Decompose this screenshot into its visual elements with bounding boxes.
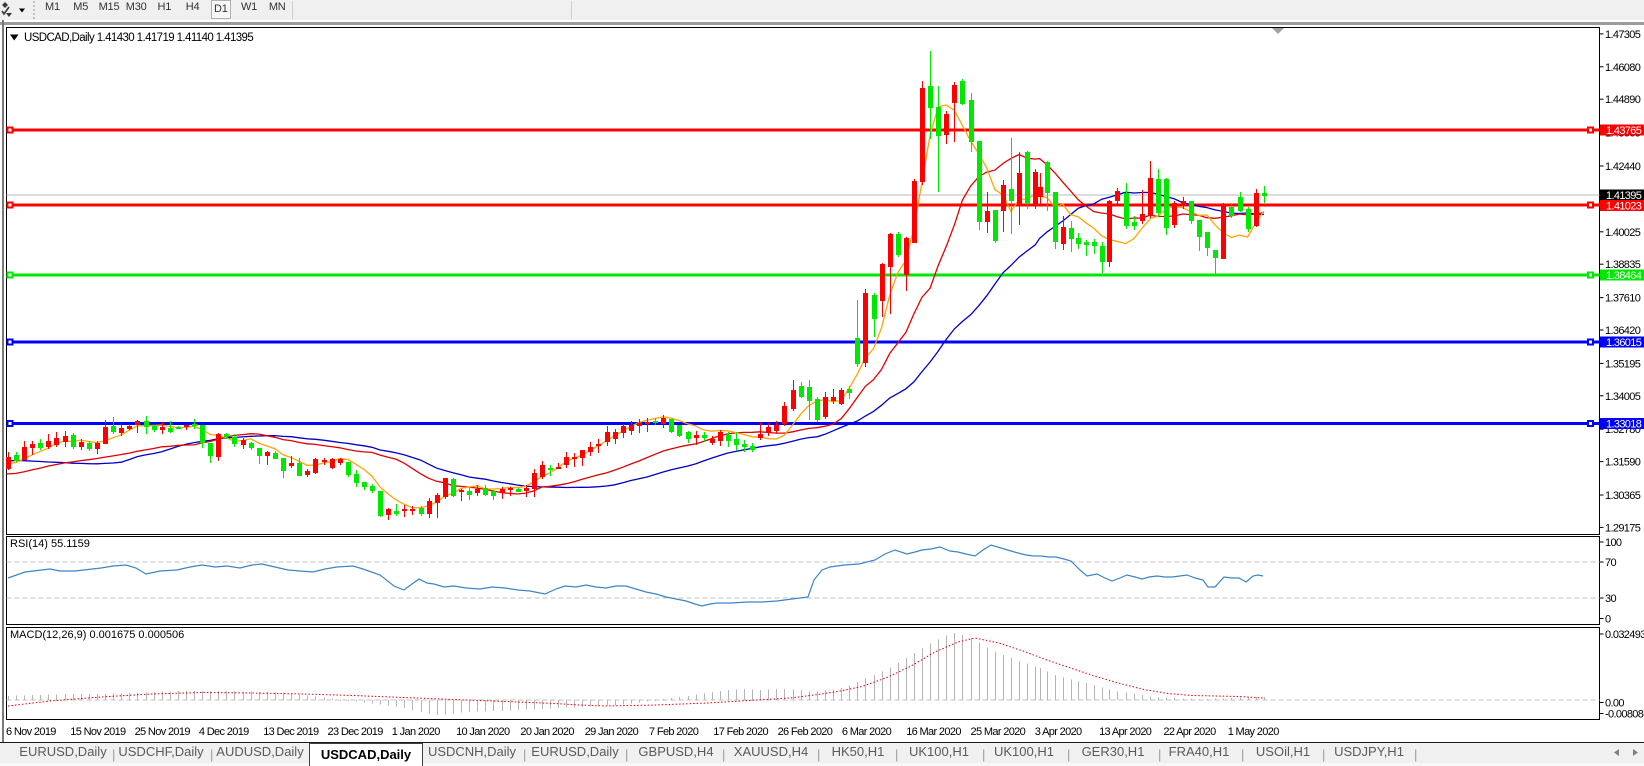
svg-text:1.37610: 1.37610 [1605, 293, 1641, 305]
svg-text:1.38464: 1.38464 [1606, 270, 1642, 282]
svg-text:3 Apr 2020: 3 Apr 2020 [1035, 726, 1082, 738]
svg-text:1.34005: 1.34005 [1605, 391, 1641, 403]
svg-text:70: 70 [1605, 557, 1616, 569]
svg-text:1.33018: 1.33018 [1606, 419, 1642, 431]
svg-text:7 Feb 2020: 7 Feb 2020 [649, 726, 699, 738]
svg-text:4 Dec 2019: 4 Dec 2019 [199, 726, 249, 738]
svg-text:29 Jan 2020: 29 Jan 2020 [585, 726, 639, 738]
svg-text:25 Nov 2019: 25 Nov 2019 [135, 726, 191, 738]
svg-text:0: 0 [1605, 614, 1611, 626]
svg-text:25 Mar 2020: 25 Mar 2020 [971, 726, 1026, 738]
svg-text:1.30365: 1.30365 [1605, 490, 1641, 502]
svg-text:1.35195: 1.35195 [1605, 358, 1641, 370]
svg-text:0.00: 0.00 [1605, 698, 1624, 710]
svg-text:1.36420: 1.36420 [1605, 325, 1641, 337]
svg-text:1.29175: 1.29175 [1605, 522, 1641, 534]
svg-text:1 Jan 2020: 1 Jan 2020 [392, 726, 440, 738]
svg-text:10 Jan 2020: 10 Jan 2020 [456, 726, 510, 738]
svg-text:1.36015: 1.36015 [1606, 337, 1642, 349]
svg-text:23 Dec 2019: 23 Dec 2019 [328, 726, 384, 738]
svg-text:1.42440: 1.42440 [1605, 161, 1641, 173]
svg-text:1 May 2020: 1 May 2020 [1228, 726, 1280, 738]
svg-text:100: 100 [1605, 537, 1622, 549]
svg-text:26 Feb 2020: 26 Feb 2020 [778, 726, 833, 738]
svg-text:6 Mar 2020: 6 Mar 2020 [842, 726, 892, 738]
svg-text:1.46080: 1.46080 [1605, 62, 1641, 74]
svg-text:MACD(12,26,9) 0.001675 0.00050: MACD(12,26,9) 0.001675 0.000506 [10, 629, 184, 641]
svg-text:30: 30 [1605, 593, 1616, 605]
svg-text:1.31590: 1.31590 [1605, 457, 1641, 469]
svg-text:16 Mar 2020: 16 Mar 2020 [906, 726, 961, 738]
svg-text:USDCAD,Daily 1.41430 1.41719: USDCAD,Daily 1.41430 1.41719 1.41140 1.4… [24, 32, 253, 44]
svg-text:13 Apr 2020: 13 Apr 2020 [1099, 726, 1152, 738]
svg-text:-0.008086: -0.008086 [1605, 709, 1644, 721]
svg-text:1.43765: 1.43765 [1606, 125, 1642, 137]
svg-text:1.40025: 1.40025 [1605, 227, 1641, 239]
svg-text:22 Apr 2020: 22 Apr 2020 [1163, 726, 1216, 738]
svg-text:13 Dec 2019: 13 Dec 2019 [263, 726, 319, 738]
svg-text:1.41023: 1.41023 [1606, 201, 1642, 213]
svg-text:6 Nov 2019: 6 Nov 2019 [6, 726, 56, 738]
svg-text:1.44890: 1.44890 [1605, 94, 1641, 106]
svg-text:RSI(14) 55.1159: RSI(14) 55.1159 [10, 538, 90, 550]
svg-text:0.032493: 0.032493 [1605, 629, 1644, 641]
svg-text:20 Jan 2020: 20 Jan 2020 [520, 726, 574, 738]
svg-text:1.47305: 1.47305 [1605, 29, 1641, 41]
svg-text:1.41395: 1.41395 [1606, 190, 1642, 202]
svg-text:1.38835: 1.38835 [1605, 259, 1641, 271]
svg-text:17 Feb 2020: 17 Feb 2020 [713, 726, 768, 738]
svg-text:15 Nov 2019: 15 Nov 2019 [70, 726, 126, 738]
